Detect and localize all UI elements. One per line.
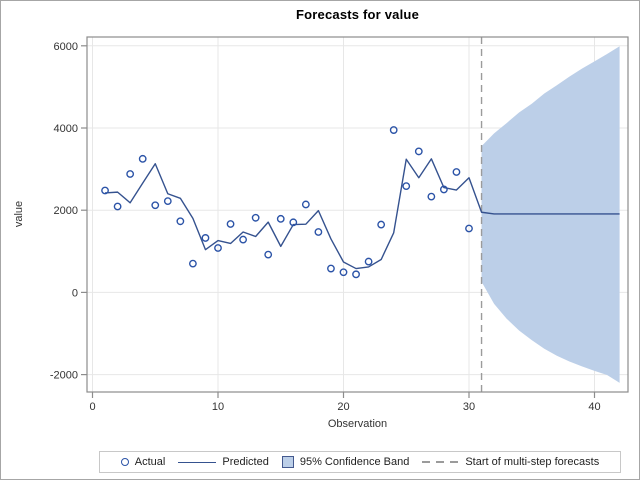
actual-data-point — [214, 244, 222, 252]
legend-label-forecast-start: Start of multi-step forecasts — [465, 456, 600, 468]
actual-data-point — [339, 268, 348, 277]
actual-data-point — [352, 270, 360, 279]
actual-data-point — [226, 220, 235, 228]
actual-data-point — [201, 234, 210, 242]
actual-data-point — [452, 168, 461, 176]
actual-data-point — [264, 250, 273, 259]
actual-data-point — [138, 154, 147, 163]
legend: Actual Predicted 95% Confidence Band Sta… — [99, 451, 621, 473]
y-tick-label: 2000 — [54, 205, 78, 217]
band-swatch-icon — [281, 456, 294, 468]
predicted-line — [105, 158, 620, 270]
legend-item-predicted: Predicted — [178, 456, 269, 468]
y-axis-title: value — [13, 200, 25, 228]
actual-data-point — [126, 170, 135, 178]
actual-data-point — [163, 197, 172, 206]
actual-data-point — [289, 218, 298, 227]
legend-label-confidence-band: 95% Confidence Band — [299, 456, 410, 468]
x-tick-label: 30 — [463, 401, 475, 413]
chart-title: Forecasts for value — [295, 7, 419, 22]
actual-data-point — [314, 228, 323, 236]
actual-data-point — [239, 235, 248, 244]
legend-item-forecast-start: Start of multi-step forecasts — [422, 456, 599, 468]
actual-data-point — [327, 264, 335, 273]
plot-frame — [86, 36, 629, 393]
actual-data-point — [276, 214, 285, 223]
actual-data-point — [188, 259, 197, 268]
legend-label-predicted: Predicted — [222, 456, 269, 468]
actual-data-point — [402, 182, 411, 191]
x-tick-label: 10 — [212, 401, 224, 413]
x-axis-title: Observation — [327, 418, 388, 430]
actual-data-point — [151, 201, 160, 210]
x-tick-label: 20 — [337, 401, 349, 413]
actual-data-point — [414, 147, 423, 156]
actual-data-point — [101, 186, 109, 195]
y-tick-label: 4000 — [54, 123, 78, 135]
actual-data-point — [364, 257, 373, 266]
line-swatch-icon — [178, 461, 217, 463]
x-tick-label: 40 — [588, 401, 600, 413]
actual-data-point — [389, 126, 398, 134]
legend-label-actual: Actual — [134, 456, 166, 468]
x-tick-label: 0 — [89, 401, 95, 413]
legend-item-actual: Actual — [120, 456, 166, 468]
dashed-line-icon — [422, 461, 460, 463]
y-tick-label: 6000 — [54, 41, 78, 53]
actual-data-point — [251, 213, 260, 222]
y-tick-label: 0 — [72, 287, 78, 299]
actual-data-point — [465, 224, 473, 233]
actual-data-point — [439, 185, 448, 194]
actual-data-point — [176, 217, 185, 226]
circle-marker-icon — [120, 458, 129, 466]
actual-data-point — [301, 200, 310, 209]
actual-data-point — [427, 192, 436, 201]
legend-item-confidence-band: 95% Confidence Band — [281, 456, 410, 468]
actual-data-point — [113, 202, 122, 211]
actual-data-point — [377, 220, 386, 229]
y-tick-label: -2000 — [50, 370, 78, 382]
